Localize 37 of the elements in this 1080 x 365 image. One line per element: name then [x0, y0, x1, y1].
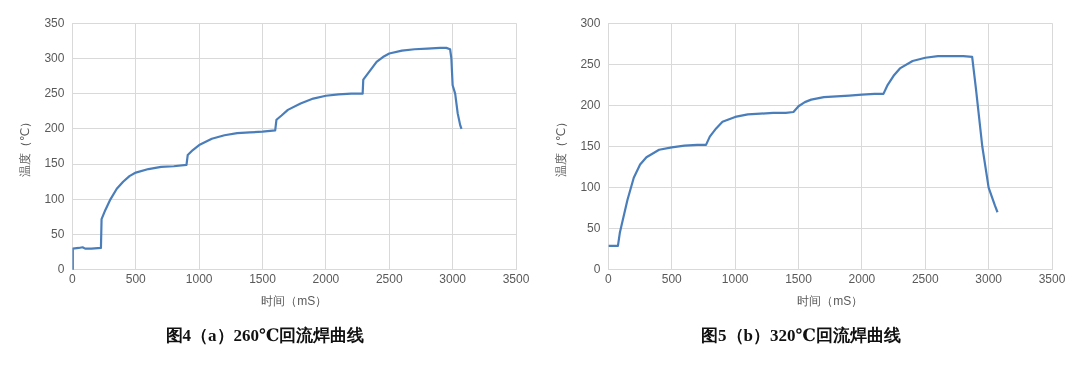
y-tick-label: 50 — [587, 221, 601, 236]
text: 图4（a）260℃回流焊曲线 — [165, 326, 365, 346]
y-tick-label: 350 — [44, 15, 65, 30]
y-axis-title: 温度（℃） — [17, 115, 32, 178]
y-tick-label: 0 — [57, 262, 65, 277]
text: 图5（b）320℃回流焊曲线 — [701, 326, 901, 346]
x-tick-label: 500 — [125, 272, 147, 287]
x-tick-label: 2500 — [911, 272, 939, 287]
x-axis-title: 时间（mS） — [797, 293, 864, 308]
x-tick-label: 3000 — [439, 272, 467, 287]
y-tick-label: 200 — [580, 97, 601, 112]
x-tick-label: 3000 — [975, 272, 1003, 287]
y-tick-label: 150 — [44, 156, 65, 171]
y-tick-label: 300 — [44, 50, 65, 65]
x-tick-label: 3500 — [1038, 272, 1066, 287]
y-tick-label: 100 — [44, 191, 65, 206]
y-tick-label: 50 — [51, 226, 65, 241]
y-tick-label: 300 — [580, 15, 601, 30]
y-tick-label: 250 — [580, 56, 601, 71]
x-tick-label: 3500 — [502, 272, 530, 287]
x-tick-label: 0 — [69, 272, 77, 287]
y-tick-label: 150 — [580, 138, 601, 153]
x-tick-label: 1500 — [249, 272, 277, 287]
x-tick-label: 1500 — [785, 272, 813, 287]
y-tick-label: 100 — [580, 179, 601, 194]
x-tick-label: 1000 — [721, 272, 749, 287]
y-tick-label: 0 — [593, 262, 601, 277]
x-tick-label: 500 — [661, 272, 683, 287]
y-tick-label: 200 — [44, 121, 65, 136]
x-tick-label: 1000 — [185, 272, 213, 287]
x-tick-label: 2000 — [312, 272, 340, 287]
x-tick-label: 2000 — [848, 272, 876, 287]
x-tick-label: 2500 — [375, 272, 403, 287]
x-axis-title: 时间（mS） — [261, 293, 328, 308]
x-tick-label: 0 — [605, 272, 613, 287]
y-tick-label: 250 — [44, 85, 65, 100]
y-axis-title: 温度（℃） — [553, 115, 568, 178]
